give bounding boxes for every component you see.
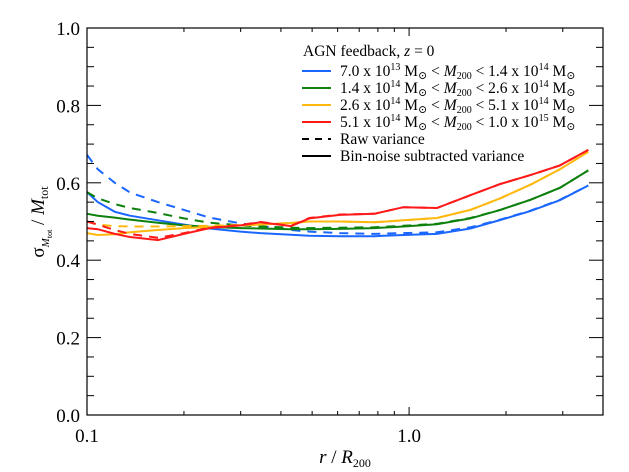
y-tick-label: 0.4 — [56, 251, 80, 272]
legend-entry-label: Bin-noise subtracted variance — [340, 148, 524, 165]
legend: AGN feedback, z = 0 7.0 x 1013 M⊙ < M200… — [302, 43, 575, 165]
legend-entry-label: 7.0 x 1013 M⊙ < M200 < 1.4 x 1014 M⊙ — [340, 62, 575, 82]
y-tick-label: 0.8 — [56, 96, 80, 117]
legend-entry-label: 5.1 x 1014 M⊙ < M200 < 1.0 x 1015 M⊙ — [340, 113, 575, 133]
y-tick-label: 0.0 — [56, 406, 80, 427]
plot-lines — [86, 149, 589, 242]
legend-entry-label: 1.4 x 1014 M⊙ < M200 < 2.6 x 1014 M⊙ — [340, 79, 575, 99]
series-line-2 — [86, 169, 589, 231]
y-tick-label: 0.2 — [56, 329, 80, 350]
y-axis-label: σMtot / Mtot — [28, 186, 54, 258]
x-tick-label: 0.1 — [75, 426, 99, 447]
x-axis-label: r / R200 — [319, 447, 371, 470]
x-tick-label: 1.0 — [397, 426, 421, 447]
legend-entry-label: 2.6 x 1014 M⊙ < M200 < 5.1 x 1014 M⊙ — [340, 96, 575, 116]
legend-entry-label: Raw variance — [340, 131, 425, 148]
series-line-1 — [86, 154, 589, 235]
legend-title: AGN feedback, z = 0 — [303, 43, 435, 60]
y-tick-label: 0.6 — [56, 174, 80, 195]
series-line-7 — [86, 149, 589, 239]
tick-labels: 0.0 0.2 0.4 0.6 0.8 1.0 0.1 1.0 — [56, 19, 421, 447]
series-line-3 — [86, 169, 589, 230]
y-tick-label: 1.0 — [56, 19, 80, 40]
series-line-0 — [86, 184, 589, 238]
axis-ticks — [87, 27, 604, 416]
